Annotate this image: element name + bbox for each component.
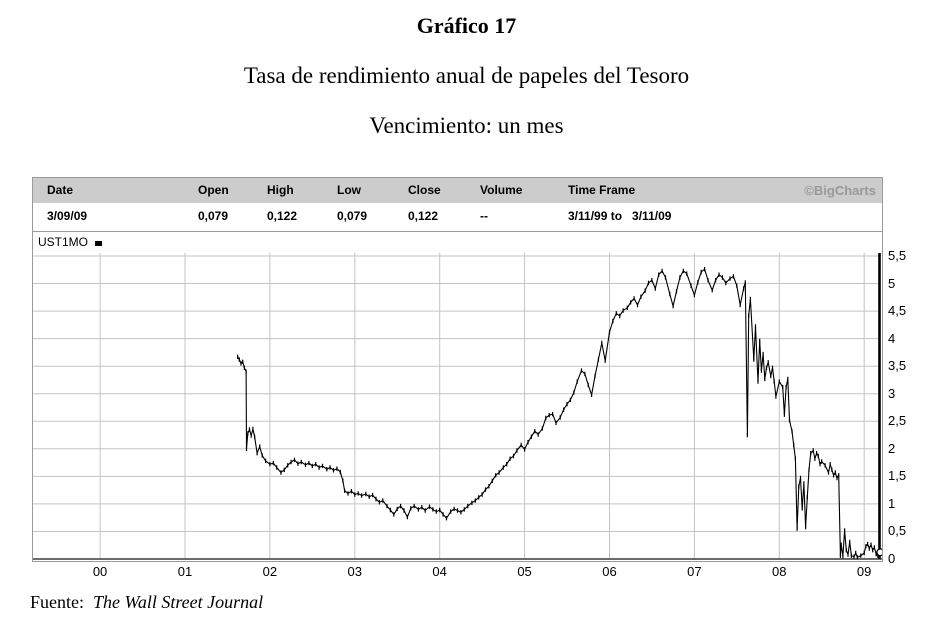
y-tick-label: 2,5 bbox=[888, 413, 907, 429]
y-tick-label: 3 bbox=[888, 385, 896, 401]
y-tick-label: 2 bbox=[888, 440, 896, 456]
source-line: Fuente: The Wall Street Journal bbox=[30, 592, 263, 613]
bigcharts-widget: Date Open High Low Close Volume Time Fra… bbox=[32, 177, 883, 562]
figure-number-title: Gráfico 17 bbox=[416, 13, 517, 38]
value-high: 0,122 bbox=[267, 209, 298, 223]
x-tick-label: 04 bbox=[432, 564, 447, 579]
x-tick-label: 09 bbox=[856, 564, 872, 579]
col-header-date: Date bbox=[47, 183, 74, 197]
y-tick-label: 4,5 bbox=[888, 303, 907, 319]
x-tick-label: 01 bbox=[177, 564, 193, 579]
x-axis-labels: 00 01 02 03 04 05 06 07 08 09 bbox=[0, 564, 933, 580]
x-tick-label: 03 bbox=[347, 564, 362, 579]
timeframe-from: 3/11/99 to bbox=[568, 209, 623, 223]
quote-values-row: 3/09/09 0,079 0,122 0,079 0,122 -- 3/11/… bbox=[33, 203, 882, 231]
x-tick-label: 06 bbox=[602, 564, 617, 579]
y-tick-label: 3,5 bbox=[888, 358, 907, 374]
x-tick-label: 05 bbox=[517, 564, 532, 579]
value-close: 0,122 bbox=[408, 209, 439, 223]
quote-header-row: Date Open High Low Close Volume Time Fra… bbox=[33, 178, 882, 203]
x-tick-label: 00 bbox=[92, 564, 108, 579]
col-header-open: Open bbox=[198, 183, 229, 197]
value-timeframe: 3/11/99 to 3/11/09 bbox=[568, 203, 671, 229]
bigcharts-logo: ©BigCharts bbox=[804, 183, 876, 198]
figure-subtitle: Tasa de rendimiento anual de papeles del… bbox=[243, 63, 690, 88]
series-legend: UST1MO bbox=[33, 231, 882, 253]
source-label: Fuente: bbox=[30, 592, 84, 612]
col-header-timeframe: Time Frame bbox=[568, 183, 636, 197]
value-volume: -- bbox=[480, 209, 488, 223]
plot-svg bbox=[33, 253, 882, 560]
timeframe-to: 3/11/09 bbox=[632, 209, 672, 223]
legend-marker-icon bbox=[95, 241, 103, 246]
x-tick-label: 08 bbox=[772, 564, 787, 579]
value-open: 0,079 bbox=[198, 209, 229, 223]
y-tick-label: 1 bbox=[888, 495, 896, 511]
col-header-close: Close bbox=[408, 183, 441, 197]
source-value: The Wall Street Journal bbox=[93, 592, 264, 612]
col-header-low: Low bbox=[337, 183, 361, 197]
y-tick-label: 0 bbox=[888, 551, 896, 566]
y-tick-label: 5,5 bbox=[888, 248, 907, 263]
plot-area bbox=[33, 253, 882, 561]
x-tick-label: 07 bbox=[687, 564, 702, 579]
y-axis-labels: 5,5 5 4,5 4 3,5 3 2,5 2 1,5 1 0,5 0 bbox=[888, 0, 928, 640]
value-low: 0,079 bbox=[337, 209, 368, 223]
col-header-volume: Volume bbox=[480, 183, 523, 197]
y-tick-label: 1,5 bbox=[888, 468, 907, 484]
y-tick-label: 0,5 bbox=[888, 523, 907, 539]
col-header-high: High bbox=[267, 183, 294, 197]
figure-subtitle-2: Vencimiento: un mes bbox=[369, 113, 564, 138]
y-tick-label: 5 bbox=[888, 275, 896, 291]
series-symbol-label: UST1MO bbox=[38, 235, 89, 249]
x-tick-label: 02 bbox=[262, 564, 278, 579]
value-date: 3/09/09 bbox=[47, 209, 88, 223]
y-tick-label: 4 bbox=[888, 330, 896, 346]
